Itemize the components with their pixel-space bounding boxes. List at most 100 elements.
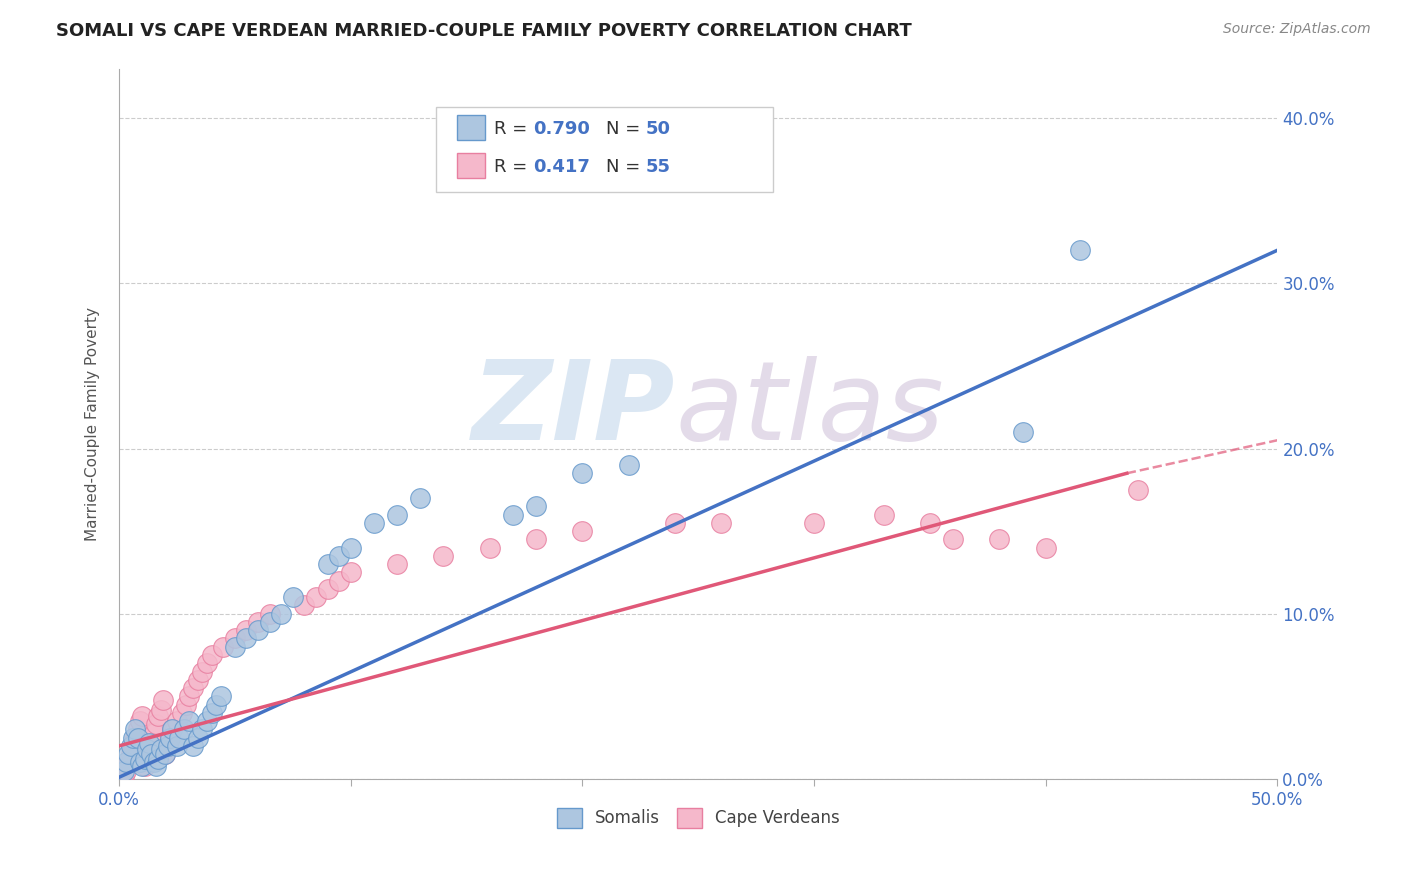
Text: 0.790: 0.790 [533, 120, 589, 138]
Point [571, 467, 593, 481]
Text: 55: 55 [645, 158, 671, 176]
Point [129, 756, 152, 770]
Point [181, 739, 204, 753]
Point [169, 731, 191, 745]
Point [571, 524, 593, 538]
Point [145, 758, 167, 772]
Point [988, 533, 1011, 547]
Point [247, 624, 270, 638]
Text: 0.417: 0.417 [533, 158, 589, 176]
Point [138, 735, 160, 749]
Point [166, 739, 188, 753]
Point [149, 702, 172, 716]
Point [209, 690, 232, 704]
Point [156, 739, 179, 753]
Point [305, 590, 328, 604]
Point [181, 681, 204, 695]
Point [316, 582, 339, 596]
Point [117, 756, 139, 770]
Point [159, 731, 181, 745]
Point [170, 706, 193, 720]
Point [872, 508, 894, 522]
Point [131, 758, 153, 772]
Point [259, 607, 281, 621]
Point [328, 574, 350, 588]
Point [141, 735, 163, 749]
Point [502, 508, 524, 522]
Point [195, 714, 218, 728]
Point [174, 698, 197, 712]
Text: ZIP: ZIP [471, 356, 675, 463]
Point [115, 756, 138, 770]
Point [432, 549, 454, 563]
Point [138, 742, 160, 756]
Point [162, 723, 184, 737]
Point [122, 731, 145, 745]
Point [385, 508, 408, 522]
Point [142, 756, 165, 770]
Point [201, 648, 224, 662]
Point [112, 769, 135, 783]
Point [173, 723, 195, 737]
Text: N =: N = [606, 120, 645, 138]
Point [149, 742, 172, 756]
Point [187, 731, 209, 745]
Point [195, 657, 218, 671]
Point [155, 747, 177, 761]
Point [134, 752, 156, 766]
Point [112, 764, 135, 778]
Point [363, 516, 385, 530]
Text: 50: 50 [645, 120, 671, 138]
Point [187, 673, 209, 687]
Point [224, 640, 246, 654]
Point [159, 731, 181, 745]
Legend: Somalis, Cape Verdeans: Somalis, Cape Verdeans [550, 801, 846, 835]
Point [205, 698, 228, 712]
Text: R =: R = [494, 120, 533, 138]
Point [259, 615, 281, 629]
Text: N =: N = [606, 158, 645, 176]
Point [120, 747, 142, 761]
Point [664, 516, 686, 530]
Point [339, 566, 361, 580]
Point [145, 717, 167, 731]
Point [409, 491, 432, 505]
Text: atlas: atlas [675, 356, 943, 463]
Point [141, 747, 163, 761]
Point [478, 541, 501, 555]
Point [191, 665, 214, 679]
Point [122, 739, 145, 753]
Point [142, 725, 165, 739]
Point [155, 747, 177, 761]
Point [127, 731, 149, 745]
Point [224, 632, 246, 646]
Point [942, 533, 965, 547]
Point [148, 709, 170, 723]
Point [1069, 244, 1091, 258]
Text: SOMALI VS CAPE VERDEAN MARRIED-COUPLE FAMILY POVERTY CORRELATION CHART: SOMALI VS CAPE VERDEAN MARRIED-COUPLE FA… [56, 22, 912, 40]
Point [1011, 425, 1033, 439]
Text: Source: ZipAtlas.com: Source: ZipAtlas.com [1223, 22, 1371, 37]
Point [148, 752, 170, 766]
Point [235, 632, 257, 646]
Point [617, 458, 640, 472]
Point [524, 500, 547, 514]
Point [316, 557, 339, 571]
Point [156, 739, 179, 753]
Point [166, 714, 188, 728]
Point [524, 533, 547, 547]
Point [235, 624, 257, 638]
Point [152, 692, 174, 706]
Y-axis label: Married-Couple Family Poverty: Married-Couple Family Poverty [86, 307, 100, 541]
Point [134, 758, 156, 772]
Point [1128, 483, 1150, 497]
Point [131, 709, 153, 723]
Point [918, 516, 941, 530]
Point [339, 541, 361, 555]
Point [135, 742, 157, 756]
Point [201, 706, 224, 720]
Point [292, 599, 315, 613]
Point [710, 516, 733, 530]
Point [120, 739, 142, 753]
Point [281, 590, 304, 604]
